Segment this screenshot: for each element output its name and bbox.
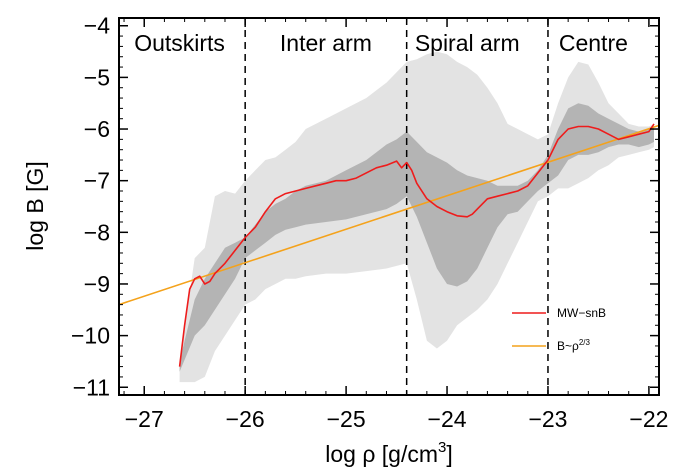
confidence-bands [179, 51, 654, 383]
region-dividers [244, 18, 549, 395]
legend-label-mw-snb: MW−snB [557, 306, 606, 320]
y-tick-label: −10 [71, 323, 110, 349]
scaling-line [119, 124, 659, 306]
x-tick-label: −26 [226, 406, 265, 432]
x-axis-ticks: −27 −26 −25 −24 −23 −22 [123, 18, 668, 432]
plot-frame [118, 17, 660, 396]
region-label-0: Outskirts [134, 30, 225, 56]
y-tick-label: −9 [84, 271, 110, 297]
y-tick-label: −8 [84, 219, 110, 245]
region-label-2: Spiral arm [415, 30, 520, 56]
x-tick-label: −22 [629, 406, 668, 432]
x-tick-label: −27 [125, 406, 164, 432]
y-tick-label: −5 [84, 64, 110, 90]
inner-band [179, 103, 654, 372]
series-lines [119, 123, 659, 367]
outer-band [179, 51, 654, 383]
y-axis-ticks: −11 −10 −9 −8 −7 −6 −5 −4 [71, 13, 659, 400]
region-label-3: Centre [559, 30, 628, 56]
mw-snb-line [178, 123, 655, 367]
x-tick-label: −23 [528, 406, 567, 432]
y-axis-title: log B [G] [22, 161, 48, 250]
x-tick-label: −24 [428, 406, 467, 432]
y-tick-label: −7 [84, 168, 110, 194]
region-labels: Outskirts Inter arm Spiral arm Centre [134, 30, 628, 56]
y-tick-label: −4 [84, 13, 110, 39]
y-tick-label: −11 [73, 374, 110, 400]
region-label-1: Inter arm [280, 30, 372, 56]
x-axis-title: log ρ [g/cm3] [325, 439, 453, 467]
legend-label-scaling: B~ρ2/3 [557, 338, 591, 353]
legend: MW−snB B~ρ2/3 [512, 306, 606, 353]
y-tick-label: −6 [84, 116, 110, 142]
x-tick-label: −25 [327, 406, 366, 432]
